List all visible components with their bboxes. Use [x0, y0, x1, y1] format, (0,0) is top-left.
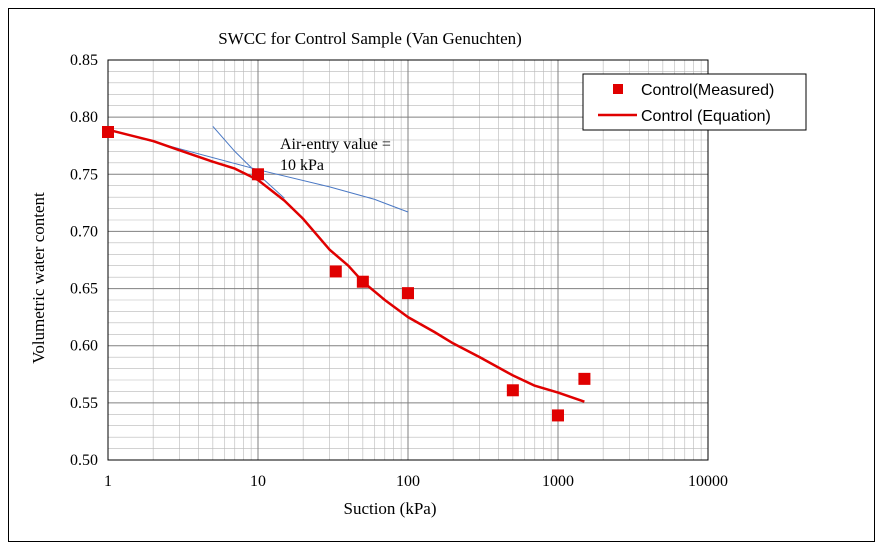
series-measured: [102, 126, 591, 422]
y-tick-label: 0.50: [70, 452, 98, 469]
annotation-line-1: Air-entry value =: [280, 136, 391, 153]
y-axis-ticks: 0.50 0.55 0.60 0.65 0.70 0.75 0.80 0.85: [70, 52, 98, 469]
y-tick-label: 0.60: [70, 338, 98, 355]
x-tick-label: 1: [104, 473, 112, 490]
tangent-lines: [107, 125, 409, 213]
y-tick-label: 0.75: [70, 166, 98, 183]
x-axis-label: Suction (kPa): [343, 499, 436, 518]
data-point-measured: [506, 384, 519, 397]
series-line-equation: [107, 128, 585, 403]
plot-area: [107, 59, 709, 461]
data-point-measured: [578, 372, 591, 385]
y-tick-label: 0.65: [70, 281, 98, 298]
tangent-line: [107, 129, 409, 213]
x-axis-ticks: 1 10 100 1000 10000: [104, 473, 728, 490]
y-tick-label: 0.80: [70, 109, 98, 126]
legend-box: [582, 73, 807, 131]
y-tick-label: 0.55: [70, 395, 98, 412]
legend-label-measured: Control(Measured): [641, 82, 774, 99]
data-point-measured: [356, 275, 369, 288]
chart-frame: [8, 8, 875, 542]
series-equation: [107, 128, 585, 403]
data-point-measured: [102, 126, 114, 138]
y-tick-label: 0.70: [70, 223, 98, 240]
x-tick-label: 1000: [542, 473, 574, 490]
data-point-measured: [402, 287, 414, 300]
y-axis-label: Volumetric water content: [29, 192, 48, 364]
data-point-measured: [329, 265, 342, 278]
legend-label-equation: Control (Equation): [641, 108, 771, 125]
legend: Control(Measured) Control (Equation): [582, 73, 807, 131]
x-tick-label: 100: [396, 473, 420, 490]
legend-marker-measured: [613, 84, 623, 94]
data-point-measured: [552, 409, 564, 422]
tangent-line: [212, 125, 285, 199]
chart-title: SWCC for Control Sample (Van Genuchten): [218, 29, 522, 48]
x-tick-label: 10: [250, 473, 266, 490]
y-tick-label: 0.85: [70, 52, 98, 69]
data-point-measured: [252, 168, 264, 181]
x-tick-label: 10000: [688, 473, 728, 490]
annotation-line-2: 10 kPa: [280, 157, 324, 174]
